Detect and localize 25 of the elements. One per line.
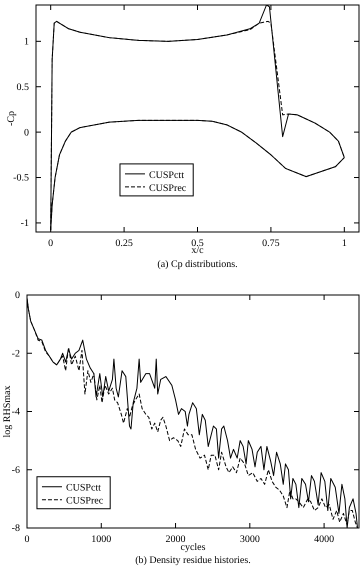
legend-label: CUSPctt bbox=[66, 482, 102, 494]
x-tick-label: 0 bbox=[48, 238, 54, 250]
y-axis-title: log RHSmax bbox=[2, 386, 13, 438]
y-axis-title: -Cp bbox=[6, 111, 17, 126]
x-tick-label: 0.75 bbox=[262, 238, 280, 250]
y-tick-label: -1 bbox=[20, 218, 29, 230]
x-tick-label: 4000 bbox=[314, 534, 334, 546]
y-tick-label: -8 bbox=[12, 523, 20, 534]
y-tick-label: -6 bbox=[12, 464, 20, 476]
text: (a) Cp distributions. bbox=[157, 259, 238, 270]
x-tick-label: 3000 bbox=[240, 534, 260, 546]
y-tick-label: 0 bbox=[24, 127, 29, 138]
y-tick-label: 1 bbox=[24, 36, 29, 48]
y-tick-label: -0.5 bbox=[13, 172, 29, 184]
y-tick-label: -2 bbox=[12, 348, 20, 360]
x-tick-label: 0.25 bbox=[115, 238, 133, 250]
y-tick-label: 0.5 bbox=[16, 82, 29, 93]
legend-label: CUSPrec bbox=[66, 496, 104, 507]
y-tick-label: 0 bbox=[15, 290, 20, 302]
x-tick-label: 1 bbox=[342, 238, 347, 250]
legend-label: CUSPctt bbox=[148, 170, 184, 181]
text: (b) Density residue histories. bbox=[135, 555, 251, 566]
x-tick-label: 1000 bbox=[91, 534, 112, 546]
legend-label: CUSPrec bbox=[148, 182, 187, 194]
y-tick-label: -4 bbox=[12, 406, 20, 418]
